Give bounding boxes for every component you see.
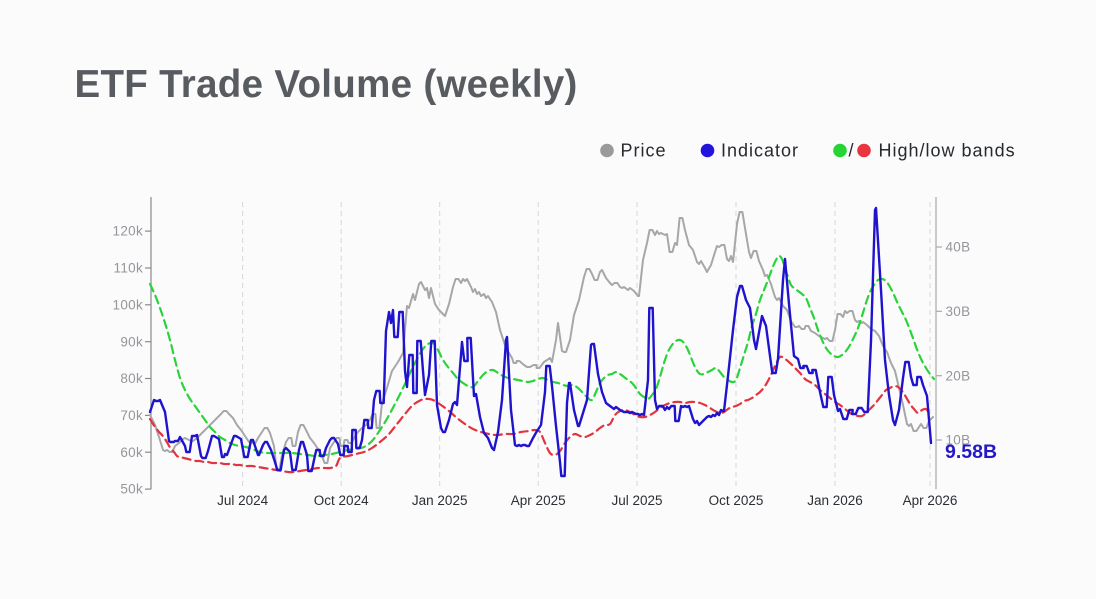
svg-text:70k: 70k — [120, 408, 143, 423]
svg-text:120k: 120k — [113, 224, 143, 239]
svg-text:90k: 90k — [120, 334, 143, 349]
svg-text:30B: 30B — [946, 304, 971, 319]
svg-text:100k: 100k — [113, 297, 143, 312]
svg-text:110k: 110k — [114, 261, 143, 276]
svg-text:9.58B: 9.58B — [945, 441, 997, 463]
svg-text:60k: 60k — [120, 445, 143, 460]
svg-text:80k: 80k — [120, 371, 143, 386]
svg-text:Jul 2024: Jul 2024 — [217, 493, 269, 508]
svg-text:Jan 2025: Jan 2025 — [412, 493, 468, 508]
svg-text:Oct 2025: Oct 2025 — [709, 493, 764, 508]
svg-text:ETF Trade Volume (weekly): ETF Trade Volume (weekly) — [75, 63, 578, 106]
svg-text:50k: 50k — [120, 482, 143, 497]
svg-text:Apr 2026: Apr 2026 — [903, 493, 958, 508]
svg-text:Jul 2025: Jul 2025 — [611, 493, 662, 508]
svg-text:Jan 2026: Jan 2026 — [807, 493, 863, 508]
svg-text:Apr 2025: Apr 2025 — [511, 493, 566, 508]
svg-text:Price: Price — [621, 141, 667, 161]
svg-text:/: / — [849, 141, 854, 161]
svg-text:High/low bands: High/low bands — [879, 141, 1016, 161]
svg-text:Indicator: Indicator — [721, 141, 799, 161]
svg-text:10B: 10B — [946, 433, 971, 448]
svg-text:40B: 40B — [946, 240, 971, 255]
svg-text:Oct 2024: Oct 2024 — [314, 493, 369, 508]
svg-text:20B: 20B — [946, 368, 971, 383]
